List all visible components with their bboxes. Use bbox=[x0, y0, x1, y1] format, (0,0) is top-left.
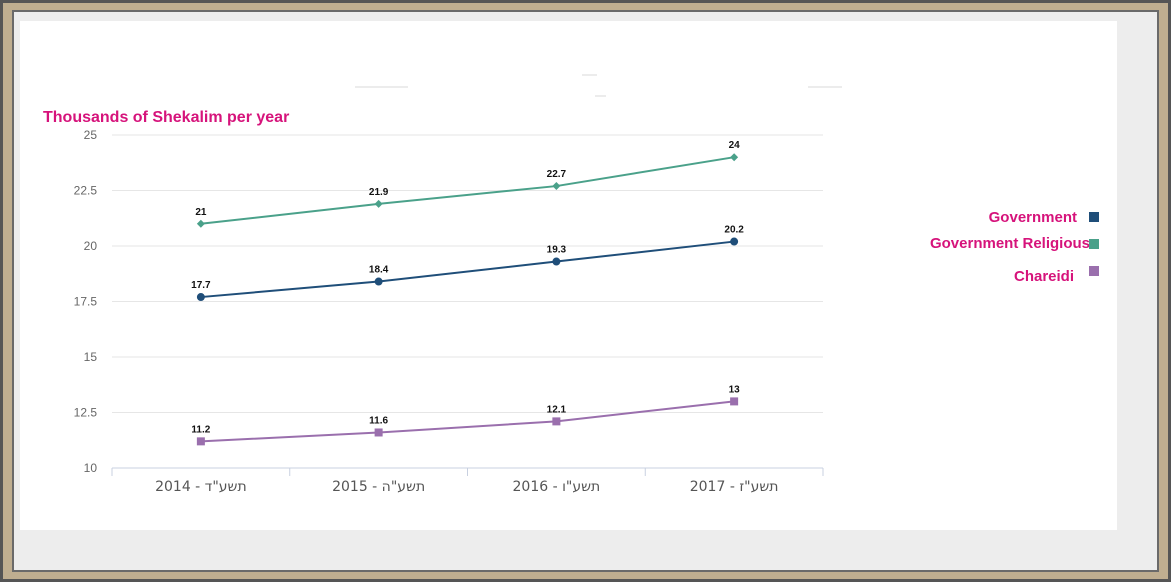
y-tick-label: 12.5 bbox=[74, 406, 98, 420]
data-label: 13 bbox=[729, 384, 741, 395]
data-label: 24 bbox=[729, 140, 741, 151]
data-label: 22.7 bbox=[547, 169, 567, 180]
y-tick-label: 15 bbox=[84, 350, 98, 364]
faint-divider bbox=[582, 74, 597, 76]
x-tick-label: תשע"ה - 2015 bbox=[332, 479, 425, 495]
data-point bbox=[196, 219, 205, 228]
faint-divider bbox=[595, 95, 606, 97]
legend-swatch-chareidi bbox=[1089, 266, 1099, 276]
data-label: 11.2 bbox=[191, 424, 210, 435]
data-label: 21.9 bbox=[369, 187, 389, 198]
data-label: 18.4 bbox=[369, 265, 389, 276]
data-point bbox=[196, 293, 205, 302]
legend-swatch-government bbox=[1089, 212, 1099, 222]
y-tick-label: 17.5 bbox=[74, 295, 98, 309]
data-label: 20.2 bbox=[724, 225, 744, 236]
data-point bbox=[196, 437, 205, 446]
series-line-government-religious bbox=[200, 156, 735, 225]
data-point bbox=[374, 277, 383, 286]
data-label: 12.1 bbox=[547, 404, 567, 415]
data-point bbox=[730, 153, 739, 162]
series-line-government bbox=[200, 240, 735, 299]
legend-label-chareidi: Chareidi bbox=[1013, 268, 1074, 285]
legend-swatch-government-religious bbox=[1089, 239, 1099, 249]
data-label: 21 bbox=[195, 207, 207, 218]
y-tick-label: 25 bbox=[84, 128, 98, 142]
data-label: 19.3 bbox=[547, 245, 567, 256]
x-tick-label: תשע"ד - 2014 bbox=[155, 479, 247, 495]
data-label: 17.7 bbox=[191, 280, 211, 291]
y-tick-label: 20 bbox=[84, 239, 98, 253]
y-tick-label: 10 bbox=[84, 461, 98, 475]
series-line-chareidi bbox=[200, 400, 735, 443]
data-point bbox=[374, 428, 383, 437]
faint-divider bbox=[808, 86, 842, 88]
data-point bbox=[552, 417, 561, 426]
data-point bbox=[730, 397, 739, 406]
data-label: 11.6 bbox=[369, 415, 388, 426]
x-tick-label: תשע"ז - 2017 bbox=[690, 479, 779, 495]
data-point bbox=[730, 237, 739, 246]
faint-divider bbox=[355, 86, 408, 88]
y-tick-label: 22.5 bbox=[74, 184, 98, 198]
y-axis-title: Thousands of Shekalim per year bbox=[43, 109, 290, 126]
data-point bbox=[374, 199, 383, 208]
x-tick-label: תשע"ו - 2016 bbox=[513, 479, 601, 495]
legend-label-government-religious: Government Religious bbox=[929, 235, 1090, 252]
data-point bbox=[552, 257, 561, 266]
data-point bbox=[552, 182, 561, 191]
legend-label-government: Government bbox=[988, 209, 1077, 226]
